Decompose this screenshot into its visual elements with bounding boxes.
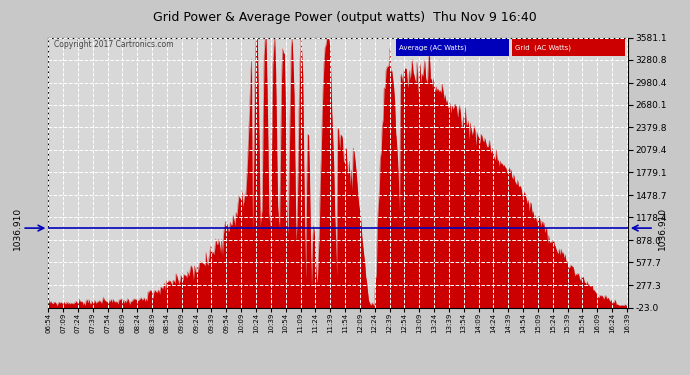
Text: Grid Power & Average Power (output watts)  Thu Nov 9 16:40: Grid Power & Average Power (output watts… — [153, 11, 537, 24]
Text: 1036.910: 1036.910 — [12, 207, 22, 250]
Bar — [396, 39, 509, 56]
Text: 1036.910: 1036.910 — [658, 207, 667, 250]
Text: Copyright 2017 Cartronics.com: Copyright 2017 Cartronics.com — [54, 40, 174, 49]
Text: Average (AC Watts): Average (AC Watts) — [399, 44, 466, 51]
Bar — [512, 39, 625, 56]
Text: Grid  (AC Watts): Grid (AC Watts) — [515, 44, 571, 51]
